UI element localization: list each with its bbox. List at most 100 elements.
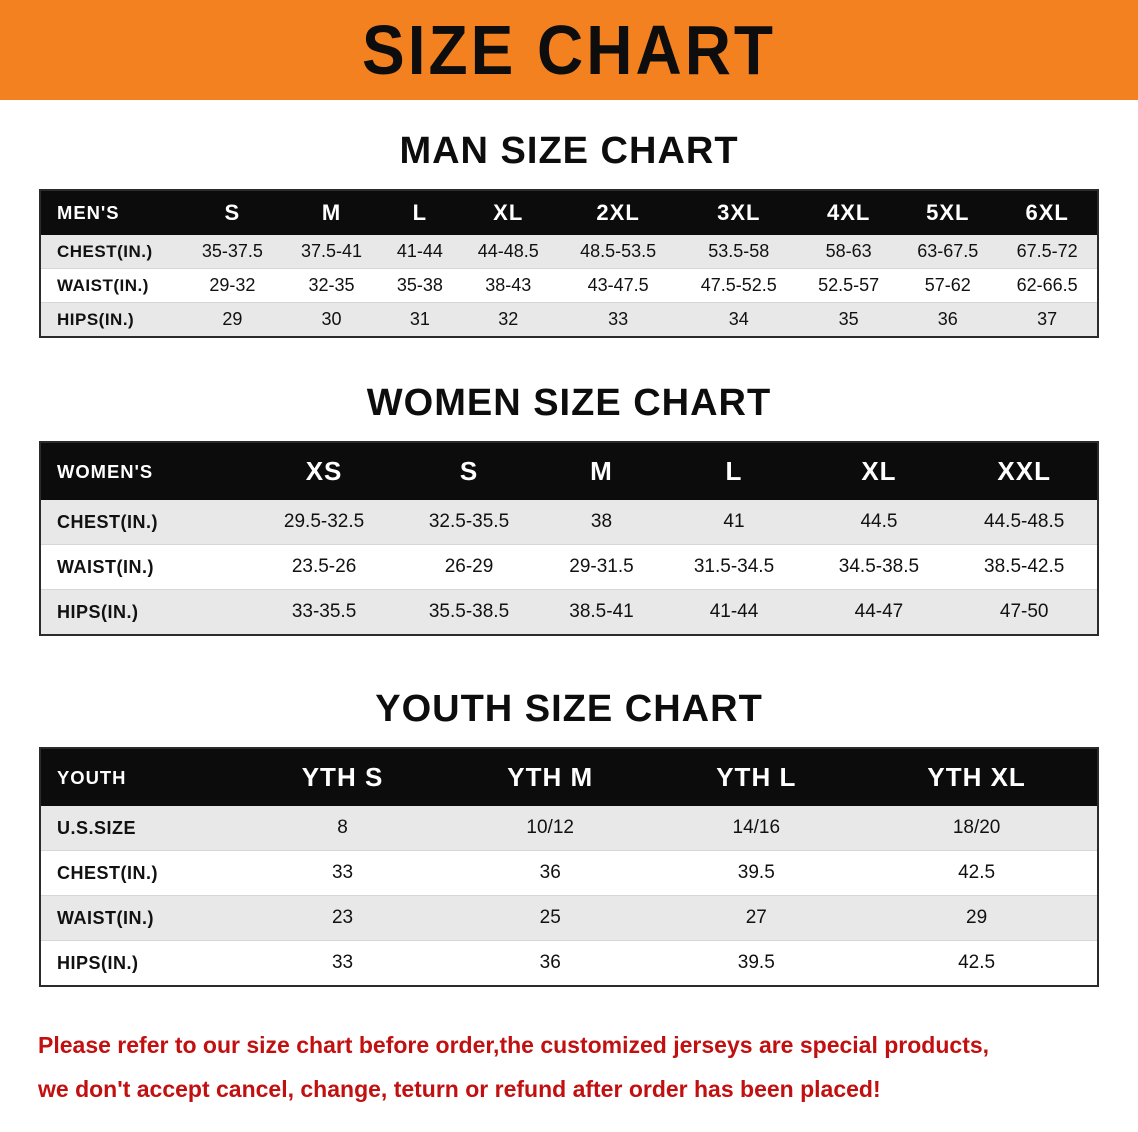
table-row: U.S.SIZE 8 10/12 14/16 18/20 <box>40 806 1098 851</box>
row-label: CHEST(IN.) <box>40 235 183 269</box>
table-row: WAIST(IN.) 23 25 27 29 <box>40 895 1098 941</box>
size-value-cell: 29-31.5 <box>541 544 662 590</box>
size-value-cell: 32-35 <box>281 268 382 303</box>
size-column-header: 6XL <box>997 190 1098 235</box>
size-value-cell: 26-29 <box>396 544 542 590</box>
size-column-header: M <box>541 442 662 500</box>
size-value-cell: 36 <box>898 302 998 338</box>
row-label: WAIST(IN.) <box>40 268 183 303</box>
size-value-cell: 29 <box>182 302 282 338</box>
size-column-header: S <box>182 190 282 235</box>
size-value-cell: 41-44 <box>661 589 807 636</box>
size-value-cell: 35-38 <box>381 268 459 303</box>
men-size-table: MEN'S S M L XL 2XL 3XL 4XL 5XL 6XL CHEST(IN.) 35-37… <box>39 189 1099 338</box>
size-value-cell: 38 <box>541 500 662 545</box>
size-column-header: XXL <box>951 442 1098 500</box>
size-value-cell: 67.5-72 <box>997 235 1098 269</box>
men-size-section: MAN SIZE CHART MEN'S S M L XL 2XL 3XL 4XL 5XL 6XL… <box>0 130 1138 338</box>
size-value-cell: 33 <box>557 302 679 338</box>
size-value-cell: 23.5-26 <box>251 544 397 590</box>
size-value-cell: 32.5-35.5 <box>396 500 542 545</box>
size-value-cell: 63-67.5 <box>898 235 998 269</box>
size-table: YOUTH YTH S YTH M YTH L YTH XL U.S.SIZE 8 10/12… <box>39 747 1099 987</box>
table-header-row: WOMEN'S XS S M L XL XXL <box>40 442 1098 500</box>
women-section-heading: WOMEN SIZE CHART <box>366 382 772 424</box>
row-label: WAIST(IN.) <box>40 544 252 590</box>
size-column-header: YTH XL <box>856 748 1098 806</box>
size-value-cell: 35.5-38.5 <box>396 589 542 636</box>
size-value-cell: 37 <box>997 302 1098 338</box>
women-size-table: WOMEN'S XS S M L XL XXL CHEST(IN.) 29.5-32.5 32.5… <box>39 441 1099 636</box>
table-title-cell: WOMEN'S <box>40 442 252 500</box>
disclaimer-note: Please refer to our size chart before or… <box>38 1023 1100 1111</box>
size-value-cell: 35-37.5 <box>182 235 282 269</box>
size-value-cell: 31.5-34.5 <box>661 544 807 590</box>
size-column-header: 5XL <box>898 190 998 235</box>
size-value-cell: 57-62 <box>898 268 998 303</box>
size-column-header: YTH L <box>656 748 857 806</box>
size-value-cell: 38.5-41 <box>541 589 662 636</box>
size-value-cell: 47.5-52.5 <box>678 268 800 303</box>
size-value-cell: 23 <box>241 895 445 941</box>
youth-size-section: YOUTH SIZE CHART YOUTH YTH S YTH M YTH L YTH… <box>0 688 1138 987</box>
size-value-cell: 42.5 <box>856 850 1098 896</box>
size-value-cell: 47-50 <box>951 589 1098 636</box>
men-section-heading: MAN SIZE CHART <box>399 130 739 172</box>
size-column-header: 3XL <box>678 190 800 235</box>
size-value-cell: 31 <box>381 302 459 338</box>
size-value-cell: 42.5 <box>856 940 1098 987</box>
row-label: U.S.SIZE <box>40 806 242 851</box>
size-value-cell: 33 <box>241 940 445 987</box>
size-column-header: YTH S <box>241 748 445 806</box>
size-value-cell: 37.5-41 <box>281 235 382 269</box>
size-value-cell: 8 <box>241 806 445 851</box>
size-value-cell: 62-66.5 <box>997 268 1098 303</box>
table-title-cell: MEN'S <box>40 190 183 235</box>
size-column-header: 4XL <box>799 190 899 235</box>
size-value-cell: 43-47.5 <box>557 268 679 303</box>
size-value-cell: 38.5-42.5 <box>951 544 1098 590</box>
size-value-cell: 18/20 <box>856 806 1098 851</box>
banner: SIZE CHART <box>0 0 1138 100</box>
row-label: HIPS(IN.) <box>40 589 252 636</box>
size-value-cell: 36 <box>444 940 657 987</box>
table-row: WAIST(IN.) 23.5-26 26-29 29-31.5 31.5-34.5 34… <box>40 544 1098 590</box>
table-title-cell: YOUTH <box>40 748 242 806</box>
size-value-cell: 36 <box>444 850 657 896</box>
row-label: HIPS(IN.) <box>40 940 242 987</box>
table-header-row: YOUTH YTH S YTH M YTH L YTH XL <box>40 748 1098 806</box>
table-row: CHEST(IN.) 29.5-32.5 32.5-35.5 38 41 44.5 44.5… <box>40 500 1098 545</box>
size-value-cell: 27 <box>656 895 857 941</box>
size-table: MEN'S S M L XL 2XL 3XL 4XL 5XL 6XL CHEST(IN.) 35-37… <box>39 189 1099 338</box>
size-value-cell: 25 <box>444 895 657 941</box>
size-value-cell: 33-35.5 <box>251 589 397 636</box>
table-row: HIPS(IN.) 33 36 39.5 42.5 <box>40 940 1098 987</box>
size-value-cell: 39.5 <box>656 850 857 896</box>
table-header-row: MEN'S S M L XL 2XL 3XL 4XL 5XL 6XL <box>40 190 1098 235</box>
size-value-cell: 41-44 <box>381 235 459 269</box>
size-column-header: M <box>281 190 382 235</box>
size-column-header: 2XL <box>557 190 679 235</box>
size-value-cell: 38-43 <box>458 268 558 303</box>
size-value-cell: 14/16 <box>656 806 857 851</box>
table-row: CHEST(IN.) 35-37.5 37.5-41 41-44 44-48.5 48.5… <box>40 235 1098 269</box>
size-value-cell: 41 <box>661 500 807 545</box>
size-value-cell: 29 <box>856 895 1098 941</box>
size-column-header: S <box>396 442 542 500</box>
table-row: CHEST(IN.) 33 36 39.5 42.5 <box>40 850 1098 896</box>
table-row: WAIST(IN.) 29-32 32-35 35-38 38-43 43-47.5 47.… <box>40 268 1098 303</box>
note-line-1: Please refer to our size chart before or… <box>38 1032 990 1058</box>
size-column-header: XL <box>458 190 558 235</box>
size-value-cell: 33 <box>241 850 445 896</box>
size-column-header: XS <box>251 442 397 500</box>
size-column-header: XL <box>806 442 952 500</box>
youth-size-table: YOUTH YTH S YTH M YTH L YTH XL U.S.SIZE 8 10/12… <box>39 747 1099 987</box>
size-column-header: L <box>661 442 807 500</box>
size-value-cell: 44-48.5 <box>458 235 558 269</box>
note-line-2: we don't accept cancel, change, teturn o… <box>38 1076 881 1102</box>
size-value-cell: 52.5-57 <box>799 268 899 303</box>
page-title: SIZE CHART <box>362 11 776 89</box>
size-column-header: YTH M <box>444 748 657 806</box>
size-value-cell: 48.5-53.5 <box>557 235 679 269</box>
